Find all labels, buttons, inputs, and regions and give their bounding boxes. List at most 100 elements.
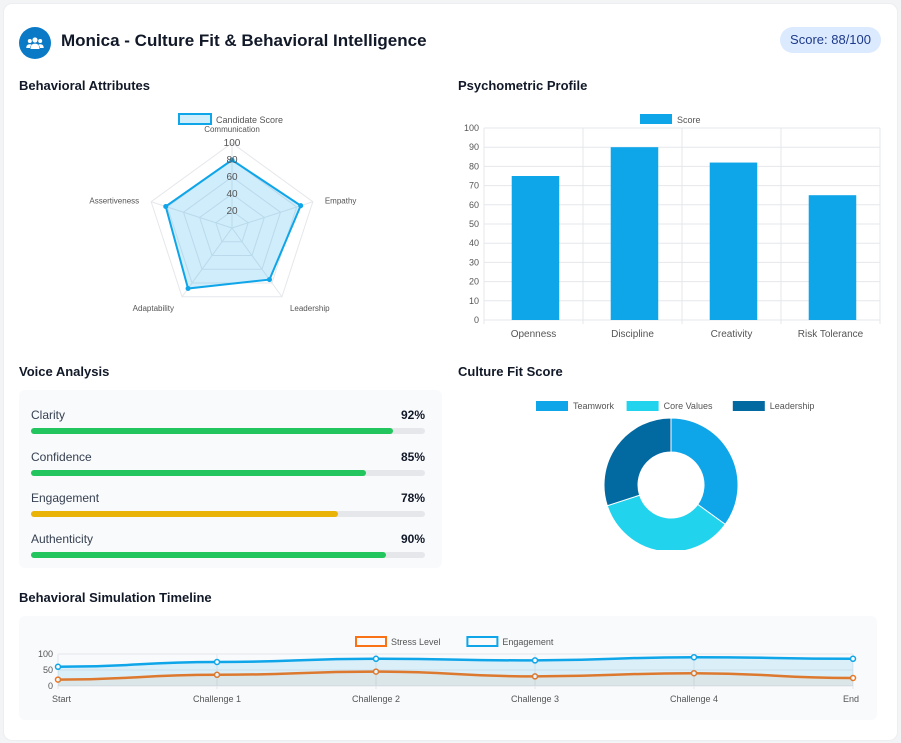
progress-track [31, 552, 425, 558]
bar [610, 147, 659, 320]
x-tick-label: Creativity [711, 329, 753, 340]
radar-grid-ring [215, 210, 249, 243]
legend-swatch [355, 636, 387, 647]
donut-slice [606, 494, 726, 550]
line-point [531, 657, 539, 664]
metric-label: Authenticity [31, 532, 94, 546]
legend-label: Score [677, 115, 701, 125]
y-tick-label: 50 [43, 665, 53, 675]
radar-tick-label: 80 [226, 155, 238, 166]
bar [808, 195, 857, 320]
legend-label: Teamwork [573, 401, 615, 411]
radar-grid-ring [182, 176, 282, 270]
line-point [54, 676, 62, 683]
legend-swatch [178, 113, 212, 125]
progress-fill [31, 428, 394, 434]
section-title-timeline: Behavioral Simulation Timeline [19, 590, 212, 605]
x-tick-label: Risk Tolerance [798, 329, 864, 340]
radar-spoke [181, 227, 233, 298]
line-point [849, 674, 857, 682]
metric-value: 92% [400, 408, 425, 422]
radar-chart: Candidate Score 20 40 60 80 100 Communication E… [89, 113, 357, 313]
metric-label: Engagement [31, 491, 100, 505]
metric-label: Confidence [31, 450, 92, 464]
radar-point [185, 286, 191, 292]
timeline-chart: Stress Level Engagement 0 50 100 Start Challen… [38, 636, 859, 704]
line-area [58, 657, 853, 686]
x-tick-label: Challenge 1 [193, 694, 241, 704]
progress-track [31, 511, 425, 517]
line-point [372, 668, 380, 675]
y-tick-label: 0 [474, 315, 479, 325]
radar-spoke [231, 227, 283, 298]
y-tick-label: 50 [469, 219, 479, 229]
radar-grid-ring [150, 142, 314, 298]
legend-label: Stress Level [391, 637, 441, 647]
line-point [690, 653, 698, 661]
y-tick-label: 40 [469, 238, 479, 248]
radar-axis-label: Adaptability [133, 304, 174, 313]
radar-tick-label: 60 [226, 172, 238, 183]
line-point [531, 673, 539, 680]
progress-track [31, 428, 425, 434]
dashboard-card: Monica - Culture Fit & Behavioral Intell… [4, 4, 897, 740]
legend-swatch [466, 636, 499, 647]
donut-slice [603, 417, 672, 507]
legend-swatch [732, 401, 765, 411]
metric-value: 78% [400, 491, 425, 505]
legend-label: Candidate Score [216, 115, 283, 125]
y-tick-label: 60 [469, 200, 479, 210]
header: Monica - Culture Fit & Behavioral Intell… [19, 24, 881, 64]
radar-point [266, 277, 272, 283]
section-title-voice-analysis: Voice Analysis [19, 364, 110, 379]
score-badge: Score: 88/100 [780, 27, 881, 53]
y-tick-label: 80 [469, 161, 479, 171]
radar-tick-label: 20 [226, 206, 238, 217]
donut-slice [670, 417, 739, 526]
legend-label: Core Values [664, 401, 713, 411]
section-title-culture-fit: Culture Fit Score [458, 364, 563, 379]
y-tick-label: 70 [469, 181, 479, 191]
legend-swatch [640, 114, 672, 124]
line-point [54, 663, 62, 671]
progress-fill [31, 511, 339, 517]
radar-axis-label: Leadership [290, 304, 330, 313]
line-point [213, 671, 221, 679]
y-tick-label: 10 [469, 296, 479, 306]
radar-axis-label: Empathy [325, 197, 357, 206]
y-tick-label: 100 [464, 123, 479, 133]
line-point [372, 655, 380, 663]
section-title-psychometric-profile: Psychometric Profile [458, 78, 588, 93]
users-icon [19, 27, 51, 59]
radar-grid-ring [199, 193, 265, 257]
line-series [57, 670, 854, 681]
radar-series-area [164, 158, 302, 290]
line-point [849, 655, 857, 663]
x-tick-label: Openness [511, 329, 557, 340]
x-tick-label: Challenge 3 [511, 694, 559, 704]
line-point [690, 669, 698, 677]
progress-fill [31, 470, 366, 476]
legend-label: Leadership [770, 401, 814, 411]
voice-analysis-panel: Clarity 92% Confidence 85% Engagement 78… [19, 390, 442, 568]
y-tick-label: 100 [38, 649, 53, 659]
metric-value: 90% [400, 532, 425, 546]
radar-tick-label: 100 [224, 138, 241, 149]
legend-swatch [626, 401, 659, 411]
radar-tick-label: 40 [226, 189, 238, 200]
x-tick-label: End [843, 694, 859, 704]
bar [511, 176, 560, 320]
line-point [213, 658, 221, 666]
radar-axis-label: Communication [204, 125, 260, 134]
section-title-behavioral-attributes: Behavioral Attributes [19, 78, 150, 93]
radar-point [229, 157, 235, 163]
progress-track [31, 470, 425, 476]
x-tick-label: Challenge 2 [352, 694, 400, 704]
legend-swatch [536, 401, 568, 411]
metric-label: Clarity [31, 408, 66, 422]
bar-chart: Score 0 10 20 30 40 50 60 70 80 90 100 Openness Disci… [464, 114, 881, 340]
timeline-panel: Stress Level Engagement 0 50 100 Start Challen… [19, 616, 877, 720]
y-tick-label: 30 [469, 257, 479, 267]
progress-fill [31, 552, 386, 558]
page-title: Monica - Culture Fit & Behavioral Intell… [61, 31, 427, 50]
